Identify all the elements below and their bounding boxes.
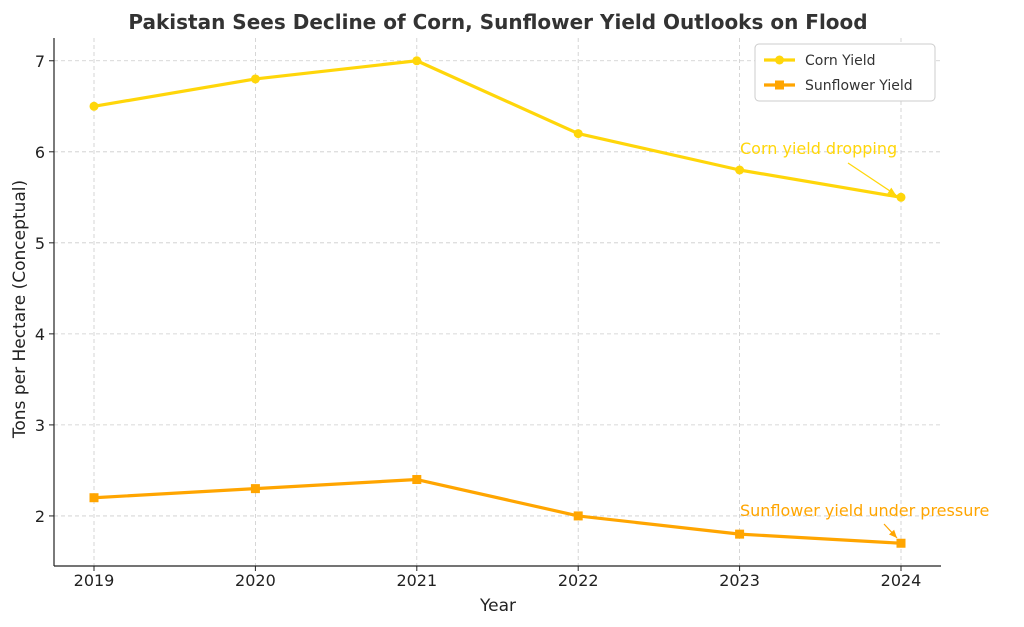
data-point-square (735, 529, 745, 539)
annotation-arrowhead (888, 529, 897, 538)
legend: Corn Yield Sunflower Yield (754, 43, 936, 102)
data-point-square (412, 475, 422, 485)
y-tick-label: 2 (35, 507, 45, 526)
series-line (93, 59, 902, 199)
data-point-circle (735, 165, 745, 175)
x-axis-label: Year (479, 596, 516, 616)
data-point-square (89, 493, 99, 503)
data-point-circle (250, 74, 260, 84)
x-tick-label: 2021 (396, 571, 437, 590)
y-tick-label: 5 (35, 234, 45, 253)
annotation-arrow (847, 162, 897, 196)
annotation-text: Corn yield dropping (740, 139, 897, 158)
x-tick-label: 2024 (881, 571, 922, 590)
annotation-arrowhead (887, 187, 896, 195)
y-tick-label: 4 (35, 325, 45, 344)
annotations: Corn yield dropping Sunflower yield under… (740, 139, 989, 539)
data-point-circle (89, 101, 99, 111)
series-layer (89, 56, 906, 548)
legend-label: Corn Yield (805, 53, 876, 69)
legend-marker-square (775, 80, 784, 90)
data-point-square (250, 484, 260, 494)
legend-marker-circle (775, 55, 784, 65)
x-tick-label: 2019 (74, 571, 115, 590)
data-point-circle (896, 192, 906, 202)
y-tick-label: 6 (35, 143, 45, 162)
grid (54, 38, 941, 566)
chart-title: Pakistan Sees Decline of Corn, Sunflower… (128, 10, 867, 34)
data-point-circle (412, 56, 422, 66)
series-line (93, 477, 902, 545)
axes: 2019 2020 2021 2022 2023 2024 2 3 4 5 6 7 (35, 38, 941, 590)
y-tick-label: 3 (35, 416, 45, 435)
legend-box (754, 43, 936, 102)
x-tick-label: 2022 (558, 571, 599, 590)
legend-label: Sunflower Yield (805, 78, 913, 94)
y-axis-label: Tons per Hectare (Conceptual) (10, 180, 30, 439)
data-point-square (573, 511, 583, 521)
annotation-text: Sunflower yield under pressure (740, 501, 989, 520)
x-tick-label: 2020 (235, 571, 276, 590)
data-point-circle (573, 129, 583, 139)
data-point-square (896, 538, 906, 548)
y-tick-label: 7 (35, 52, 45, 71)
x-tick-label: 2023 (719, 571, 760, 590)
